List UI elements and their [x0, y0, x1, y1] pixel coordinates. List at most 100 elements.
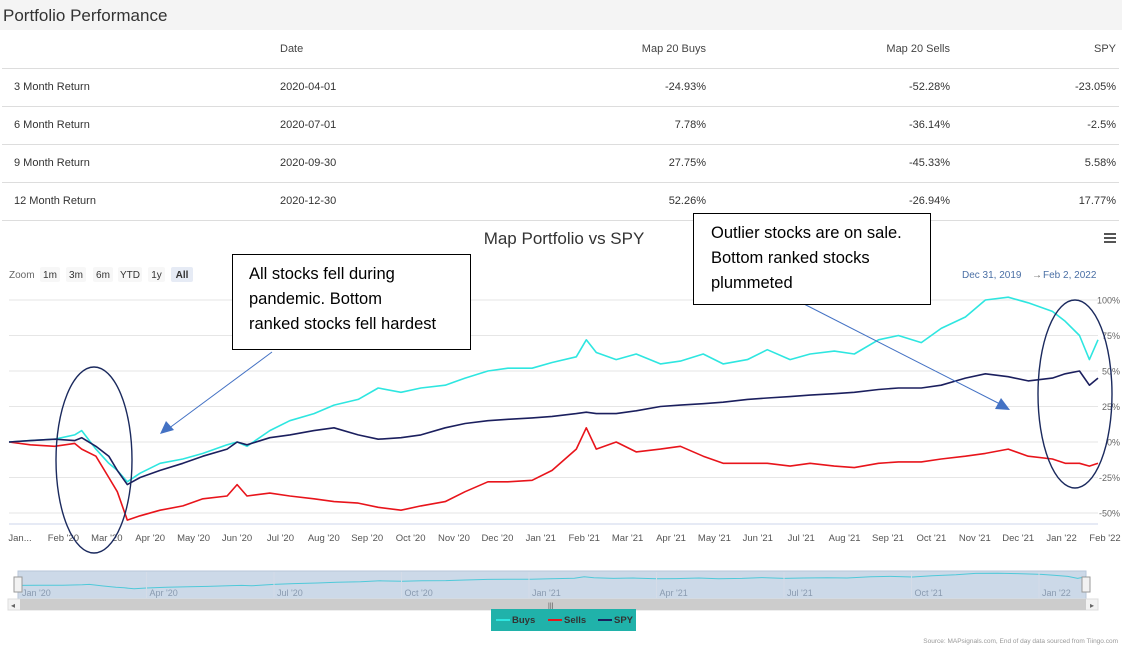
x-tick-label: Aug '20: [308, 533, 340, 544]
column-header-buys: Map 20 Buys: [641, 42, 706, 55]
cell-buys: 52.26%: [480, 181, 706, 221]
scroll-right-icon[interactable]: ▸: [1090, 601, 1094, 610]
cell-spy: 17.77%: [950, 181, 1119, 221]
legend-item-spy[interactable]: SPY: [614, 615, 634, 626]
navigator-series: [17, 572, 1087, 590]
x-tick-label: Oct '20: [396, 533, 426, 544]
y-tick-label: -25%: [1099, 473, 1120, 483]
zoom-button-label[interactable]: 1m: [43, 270, 57, 281]
cell-sells: -45.33%: [706, 143, 950, 182]
x-tick-label: Mar '21: [612, 533, 643, 544]
navigator-label: Apr '20: [150, 588, 178, 598]
zoom-button-label[interactable]: All: [176, 270, 189, 281]
x-tick-label: Apr '20: [135, 533, 165, 544]
stock-chart-container: Map Portfolio vs SPY Zoom 1m 3m 6m YTD 1y All…: [0, 222, 1127, 650]
zoom-buttons: 1m 3m 6m YTD 1y All: [40, 267, 193, 282]
x-tick-label: Nov '21: [959, 533, 991, 544]
cell-spy: 5.58%: [950, 143, 1119, 182]
scrollbar[interactable]: ◂ ▸ |||: [7, 598, 1099, 611]
scrollbar-grip-icon[interactable]: |||: [548, 603, 554, 610]
navigator[interactable]: Jan '20 Apr '20 Jul '20 Oct '20 Jan '21 Apr '…: [13, 570, 1091, 600]
y-tick-label: -50%: [1099, 509, 1120, 519]
date-range-from[interactable]: Dec 31, 2019: [962, 270, 1022, 281]
zoom-button-label[interactable]: 1y: [151, 270, 162, 281]
navigator-label: Jan '22: [1042, 588, 1071, 598]
zoom-button-ytd[interactable]: [118, 267, 142, 282]
x-tick-label: Jun '21: [743, 533, 773, 544]
navigator-label: Jul '20: [277, 588, 303, 598]
x-tick-label: May '20: [177, 533, 210, 544]
x-tick-label: May '21: [698, 533, 731, 544]
zoom-button-6m[interactable]: [93, 267, 113, 282]
date-range-to[interactable]: Feb 2, 2022: [1043, 270, 1097, 281]
zoom-button-3m[interactable]: [66, 267, 86, 282]
x-tick-label: Oct '21: [916, 533, 946, 544]
callout-left: All stocks fell during pandemic. Bottom …: [232, 254, 471, 350]
navigator-handle-left[interactable]: [13, 576, 23, 593]
zoom-button-1y[interactable]: [148, 267, 165, 282]
column-header-period: [2, 30, 280, 68]
date-range-arrow: →: [1032, 270, 1042, 281]
scroll-left-icon[interactable]: ◂: [11, 601, 15, 610]
x-axis-ticks: Jan... Feb '20 Mar '20 Apr '20 May '20 Jun '2…: [8, 523, 1121, 544]
column-header-spy: SPY: [1093, 42, 1116, 55]
zoom-label: Zoom: [9, 270, 35, 281]
series-line-spy: [8, 370, 1099, 486]
menu-icon-bar: [1104, 233, 1116, 235]
x-tick-label: Sep '20: [351, 533, 383, 544]
cell-period: 6 Month Return: [2, 105, 280, 144]
legend-item-sells[interactable]: Sells: [564, 615, 586, 626]
y-tick-label: 0%: [1107, 438, 1120, 448]
callout-arrowhead-right: [995, 398, 1010, 410]
x-tick-label: Feb '21: [569, 533, 600, 544]
x-tick-label: Jul '20: [267, 533, 294, 544]
x-tick-label: Jul '21: [788, 533, 815, 544]
x-tick-label: Apr '21: [656, 533, 686, 544]
x-tick-label: Jan...: [8, 533, 31, 544]
navigator-label: Oct '21: [915, 588, 943, 598]
zoom-button-all[interactable]: [171, 267, 193, 282]
x-tick-label: Mar '20: [91, 533, 122, 544]
menu-icon[interactable]: [1104, 233, 1116, 243]
highlight-ellipse-pandemic: [55, 366, 133, 554]
callout-right: Outlier stocks are on sale. Bottom ranke…: [693, 213, 931, 305]
menu-icon-bar: [1104, 237, 1116, 239]
cell-date: 2020-07-01: [280, 105, 480, 144]
menu-icon-bar: [1104, 241, 1116, 243]
chart-title: Map Portfolio vs SPY: [484, 229, 645, 248]
column-header-sells: Map 20 Sells: [886, 42, 950, 55]
highlight-ellipse-recent: [1037, 299, 1113, 489]
table-row: 6 Month Return 2020-07-01 7.78% -36.14% …: [2, 105, 1119, 144]
cell-spy: -2.5%: [950, 105, 1119, 144]
page-title: Portfolio Performance: [3, 6, 168, 25]
cell-period: 12 Month Return: [2, 181, 280, 221]
legend-background: [491, 609, 636, 631]
zoom-button-1m[interactable]: [40, 267, 60, 282]
scrollbar-thumb[interactable]: [20, 599, 1086, 610]
zoom-button-label[interactable]: YTD: [120, 270, 140, 281]
series-line-sells: [8, 427, 1099, 521]
chart-credits: Source: MAPsignals.com, End of day data …: [923, 638, 1118, 645]
x-tick-label: Jan '21: [526, 533, 556, 544]
table-header-row: Date Map 20 Buys Map 20 Sells SPY: [2, 30, 1119, 68]
zoom-button-label[interactable]: 3m: [69, 270, 83, 281]
grid-lines: [9, 299, 1098, 514]
table-row: 9 Month Return 2020-09-30 27.75% -45.33%…: [2, 143, 1119, 182]
navigator-label: Jan '20: [22, 588, 51, 598]
callout-arrowhead-left: [160, 421, 174, 434]
y-tick-label: 100%: [1097, 296, 1120, 306]
series-line-buys: [8, 296, 1099, 483]
x-tick-label: Aug '21: [829, 533, 861, 544]
navigator-handle-right[interactable]: [1081, 576, 1091, 593]
cell-date: 2020-04-01: [280, 67, 480, 106]
cell-buys: -24.93%: [480, 67, 706, 106]
y-tick-label: 75%: [1102, 331, 1120, 341]
zoom-button-label[interactable]: 6m: [96, 270, 110, 281]
callout-arrow-right: [801, 302, 1001, 405]
legend-item-buys[interactable]: Buys: [512, 615, 535, 626]
cell-spy: -23.05%: [950, 67, 1119, 106]
cell-period: 9 Month Return: [2, 143, 280, 182]
navigator-label: Apr '21: [660, 588, 688, 598]
cell-sells: -52.28%: [706, 67, 950, 106]
